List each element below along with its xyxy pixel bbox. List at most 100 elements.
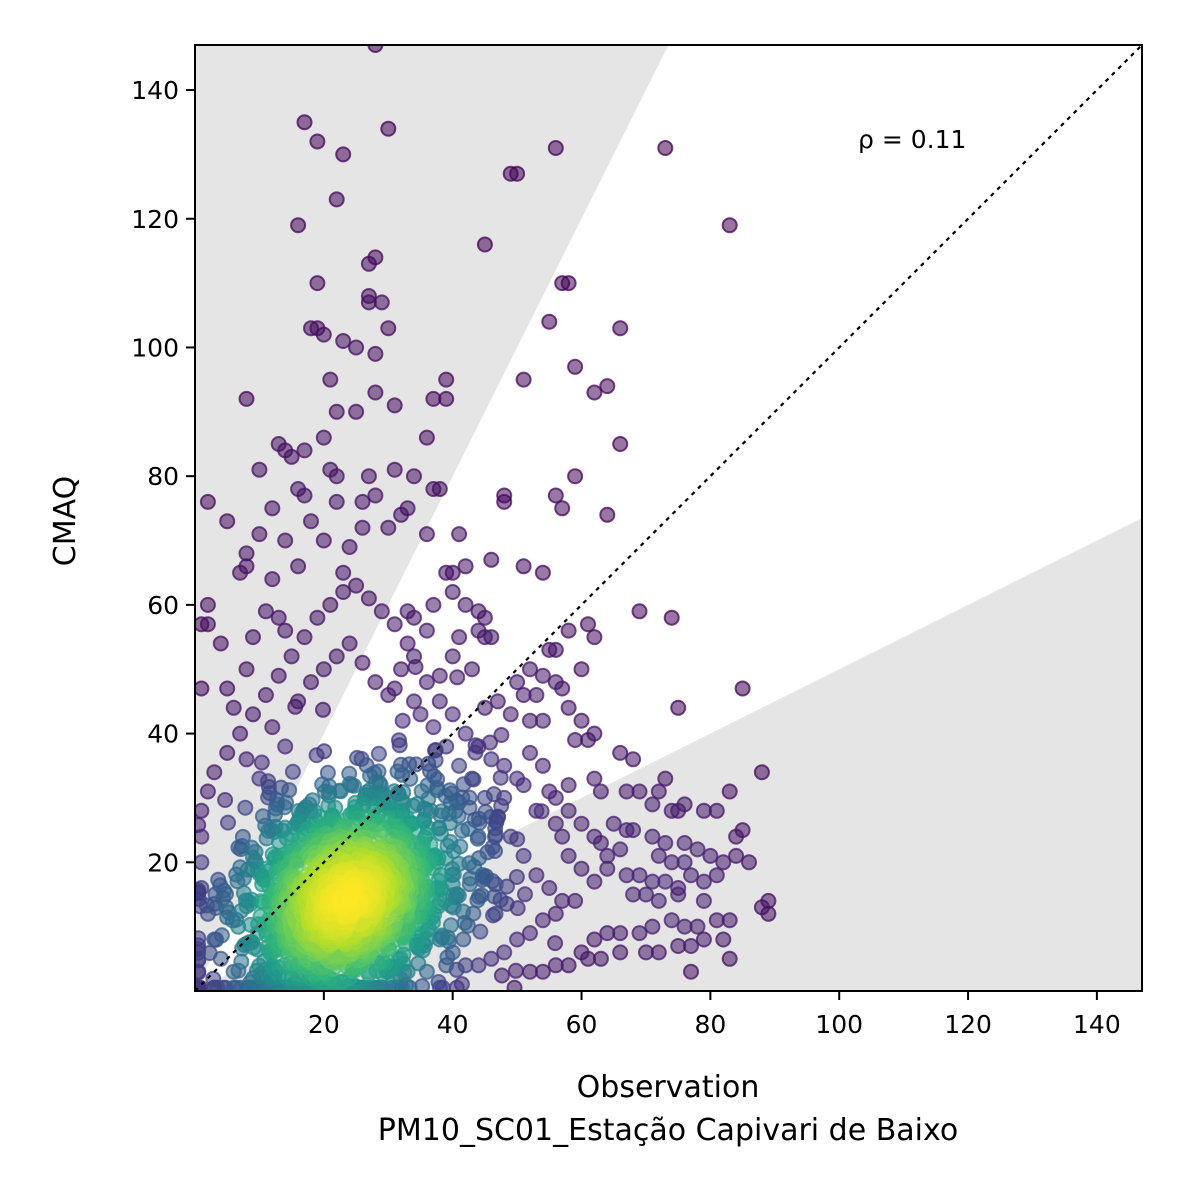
data-point — [496, 493, 513, 510]
data-point — [439, 949, 456, 966]
data-point — [348, 339, 365, 356]
y-tick-label: 80 — [147, 462, 179, 491]
data-point — [541, 783, 558, 800]
data-point — [328, 493, 345, 510]
data-point — [438, 564, 455, 581]
data-point — [541, 641, 558, 658]
data-point — [303, 513, 319, 530]
data-point — [470, 622, 487, 639]
data-point — [599, 506, 616, 523]
data-point — [502, 828, 519, 845]
data-point — [715, 931, 732, 948]
data-point — [315, 532, 332, 549]
x-tick-label: 20 — [308, 1010, 340, 1039]
data-point — [515, 687, 532, 703]
data-point — [695, 931, 712, 948]
data-point — [657, 770, 674, 787]
data-point — [296, 442, 313, 459]
data-point — [567, 358, 584, 375]
data-point — [394, 712, 411, 729]
data-point — [296, 629, 313, 646]
data-point — [560, 699, 577, 716]
data-point — [296, 487, 313, 504]
data-point — [560, 622, 577, 639]
data-point — [195, 802, 210, 819]
data-point — [233, 953, 250, 970]
data-point — [245, 629, 261, 646]
data-point — [354, 493, 371, 510]
data-point — [354, 654, 371, 671]
data-point — [573, 944, 590, 961]
data-point — [348, 577, 365, 594]
data-point — [670, 699, 687, 716]
y-axis-label: CMAQ — [48, 476, 83, 566]
data-point — [217, 792, 234, 808]
data-point — [741, 854, 757, 871]
data-point — [715, 854, 732, 871]
data-point — [586, 384, 603, 401]
data-point — [219, 513, 236, 530]
correlation-annotation: ρ = 0.11 — [858, 125, 966, 154]
data-point — [322, 596, 339, 613]
data-point — [425, 719, 442, 736]
data-point — [393, 506, 410, 523]
data-point — [335, 333, 352, 349]
data-point — [554, 500, 571, 517]
data-point — [315, 701, 331, 718]
data-point — [455, 776, 472, 793]
data-point — [625, 751, 642, 768]
data-point — [507, 962, 524, 979]
data-point — [644, 918, 661, 935]
data-point — [476, 789, 493, 806]
data-point — [360, 294, 377, 311]
data-point — [367, 384, 384, 401]
data-point — [702, 847, 719, 864]
data-point — [386, 461, 403, 478]
x-tick-label: 120 — [944, 1010, 992, 1039]
y-tick-label: 100 — [131, 333, 179, 362]
data-point — [418, 526, 435, 543]
data-point — [391, 737, 408, 754]
data-point — [335, 564, 352, 581]
data-point — [348, 403, 365, 420]
data-point — [251, 461, 268, 478]
data-point — [283, 648, 300, 665]
data-point — [670, 880, 687, 896]
data-point — [509, 770, 526, 787]
data-point — [708, 912, 725, 929]
data-point — [425, 390, 442, 407]
data-point — [734, 680, 751, 697]
data-point — [251, 526, 268, 543]
x-tick-label: 80 — [694, 1010, 726, 1039]
data-point — [195, 854, 210, 871]
data-point — [469, 892, 486, 909]
data-point — [380, 120, 397, 137]
data-point — [402, 770, 419, 787]
data-point — [721, 950, 738, 967]
data-point — [315, 429, 332, 446]
data-point — [309, 275, 326, 292]
data-point — [554, 828, 571, 845]
data-point — [676, 918, 693, 935]
data-point — [225, 699, 242, 716]
y-tick-label: 60 — [147, 591, 179, 620]
data-point — [238, 661, 255, 678]
data-point — [213, 927, 230, 944]
data-point — [612, 944, 629, 961]
data-point — [528, 802, 545, 819]
data-point — [695, 873, 712, 890]
data-point — [438, 371, 455, 388]
data-point — [237, 799, 254, 816]
data-point — [534, 912, 551, 929]
data-point — [485, 907, 502, 924]
data-point — [464, 661, 480, 678]
data-point — [199, 493, 216, 510]
data-point — [238, 751, 255, 768]
data-point — [433, 825, 449, 842]
data-point — [367, 674, 384, 691]
data-point — [219, 680, 236, 697]
data-point — [534, 564, 551, 581]
data-point — [657, 140, 674, 156]
data-point — [284, 763, 301, 780]
